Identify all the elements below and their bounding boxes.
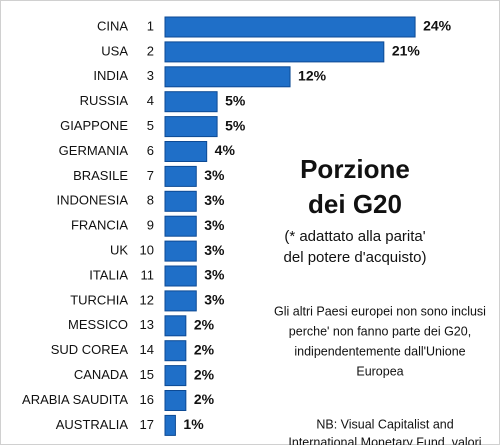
chart-title: dei G20 <box>308 189 402 219</box>
subtitle: (* adattato alla parita' <box>284 228 425 245</box>
category-label: SUD COREA <box>51 342 129 357</box>
value-label: 3% <box>204 192 225 208</box>
annotation: Gli altri Paesi europei non sono inclusi <box>274 304 486 318</box>
rank-label: 2 <box>147 43 154 58</box>
value-label: 2% <box>194 391 215 407</box>
rank-label: 17 <box>140 417 154 432</box>
value-label: 4% <box>215 142 236 158</box>
category-label: GERMANIA <box>59 143 129 158</box>
category-label: UK <box>110 243 128 258</box>
bar <box>164 265 197 287</box>
rank-label: 11 <box>141 267 155 282</box>
bar <box>164 141 208 162</box>
value-label: 21% <box>392 43 421 59</box>
value-label: 3% <box>204 242 225 258</box>
bar <box>164 215 197 237</box>
bar <box>164 365 187 387</box>
category-label: CANADA <box>74 367 129 382</box>
bar <box>164 290 197 312</box>
value-label: 12% <box>298 68 327 84</box>
bar <box>164 414 176 436</box>
rank-label: 12 <box>140 292 154 307</box>
bar <box>164 240 197 262</box>
bar <box>164 390 187 411</box>
bar <box>164 116 218 138</box>
bar <box>164 91 218 113</box>
rank-label: 13 <box>140 317 154 332</box>
rank-label: 3 <box>147 68 154 83</box>
rank-label: 10 <box>140 243 154 258</box>
value-label: 3% <box>204 167 225 183</box>
category-label: FRANCIA <box>71 218 128 233</box>
annotation: perche' non fanno parte dei G20, <box>289 324 471 338</box>
bar <box>164 16 416 38</box>
source-note: NB: Visual Capitalist and <box>316 417 453 431</box>
rank-label: 1 <box>147 18 154 33</box>
category-label: CINA <box>97 18 128 33</box>
category-label: USA <box>101 43 128 58</box>
rank-label: 5 <box>147 118 154 133</box>
category-label: TURCHIA <box>70 292 128 307</box>
category-label: INDIA <box>93 68 128 83</box>
category-label: RUSSIA <box>80 93 129 108</box>
bar <box>164 41 385 63</box>
rank-label: 9 <box>147 218 154 233</box>
rank-label: 4 <box>147 93 154 108</box>
value-label: 24% <box>423 18 452 34</box>
bar <box>164 315 187 337</box>
annotation: Europea <box>356 364 403 378</box>
category-label: GIAPPONE <box>60 118 128 133</box>
value-label: 2% <box>194 366 215 382</box>
rank-label: 14 <box>140 342 154 357</box>
chart-title: Porzione <box>300 154 410 184</box>
rank-label: 7 <box>147 168 154 183</box>
category-label: BRASILE <box>73 168 128 183</box>
bar <box>164 190 197 212</box>
subtitle: del potere d'acquisto) <box>284 249 427 266</box>
value-label: 1% <box>183 416 204 432</box>
value-label: 5% <box>225 117 246 133</box>
category-label: INDONESIA <box>56 193 128 208</box>
rank-label: 6 <box>147 143 154 158</box>
value-label: 3% <box>204 267 225 283</box>
bar <box>164 66 291 88</box>
value-label: 2% <box>194 317 215 333</box>
value-label: 5% <box>225 92 246 108</box>
category-label: ARABIA SAUDITA <box>22 392 128 407</box>
category-label: AUSTRALIA <box>56 417 129 432</box>
category-label: MESSICO <box>68 317 128 332</box>
value-label: 3% <box>204 217 225 233</box>
rank-label: 16 <box>140 392 154 407</box>
category-label: ITALIA <box>89 267 128 282</box>
rank-label: 8 <box>147 193 154 208</box>
value-label: 2% <box>194 341 215 357</box>
annotation: indipendentemente dall'Unione <box>294 344 465 358</box>
bar <box>164 165 197 187</box>
source-note: International Monetary Fund, valori <box>288 435 481 445</box>
rank-label: 15 <box>140 367 154 382</box>
value-label: 3% <box>204 292 225 308</box>
bar <box>164 340 187 362</box>
